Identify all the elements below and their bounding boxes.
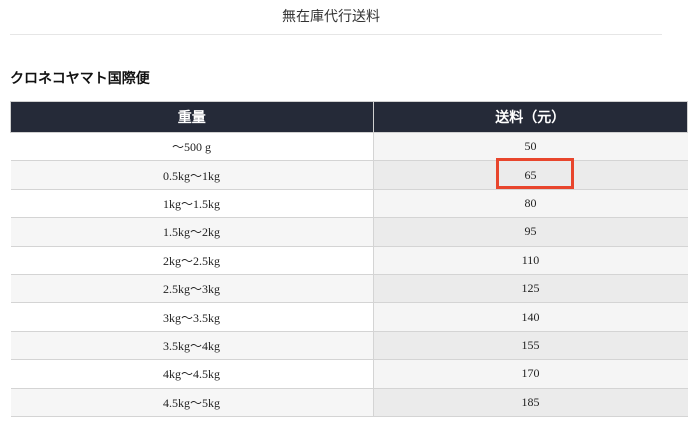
weight-cell: ～500 g xyxy=(10,132,374,162)
table-row: 2.5kg～3kg 125 xyxy=(10,274,688,304)
weight-cell: 4.5kg～5kg xyxy=(10,388,374,417)
fee-cell: 155 xyxy=(373,331,688,361)
weight-cell: 4kg～4.5kg xyxy=(10,359,374,389)
fee-cell: 140 xyxy=(373,302,688,332)
table-row: ～500 g 50 xyxy=(10,132,688,162)
weight-cell: 2.5kg～3kg xyxy=(10,274,374,304)
table-row: 3.5kg～4kg 155 xyxy=(10,331,688,361)
table-row: 3kg～3.5kg 140 xyxy=(10,302,688,332)
header-weight: 重量 xyxy=(10,101,374,133)
highlight-box xyxy=(496,158,574,189)
fee-cell: 125 xyxy=(373,274,688,304)
weight-cell: 3kg～3.5kg xyxy=(10,302,374,332)
divider xyxy=(10,34,662,35)
fee-cell: 170 xyxy=(373,359,688,389)
table-row: 2kg～2.5kg 110 xyxy=(10,246,688,275)
table-row: 4.5kg～5kg 185 xyxy=(10,388,688,417)
table-row: 0.5kg～1kg 65 xyxy=(10,160,688,190)
weight-cell: 0.5kg～1kg xyxy=(10,160,374,190)
fee-cell: 95 xyxy=(373,217,688,247)
table-row: 1.5kg～2kg 95 xyxy=(10,217,688,247)
table-header-row: 重量 送料（元） xyxy=(10,101,688,133)
fee-cell: 185 xyxy=(373,388,688,417)
section-title: クロネコヤマト国際便 xyxy=(10,72,150,87)
weight-cell: 2kg～2.5kg xyxy=(10,246,374,275)
weight-cell: 1.5kg～2kg xyxy=(10,217,374,247)
table-row: 4kg～4.5kg 170 xyxy=(10,359,688,389)
header-shipping-fee: 送料（元） xyxy=(372,101,688,133)
table-row: 1kg～1.5kg 80 xyxy=(10,189,688,219)
fee-cell: 50 xyxy=(373,132,688,162)
weight-cell: 1kg～1.5kg xyxy=(10,189,374,219)
fee-cell: 110 xyxy=(373,246,688,275)
shipping-rate-table: 重量 送料（元） ～500 g 50 0.5kg～1kg 65 1kg～1.5kg 80 1… xyxy=(10,101,688,417)
fee-cell: 65 xyxy=(373,160,688,190)
weight-cell: 3.5kg～4kg xyxy=(10,331,374,361)
fee-cell: 80 xyxy=(373,189,688,219)
page-title: 無在庫代行送料 xyxy=(282,10,380,25)
